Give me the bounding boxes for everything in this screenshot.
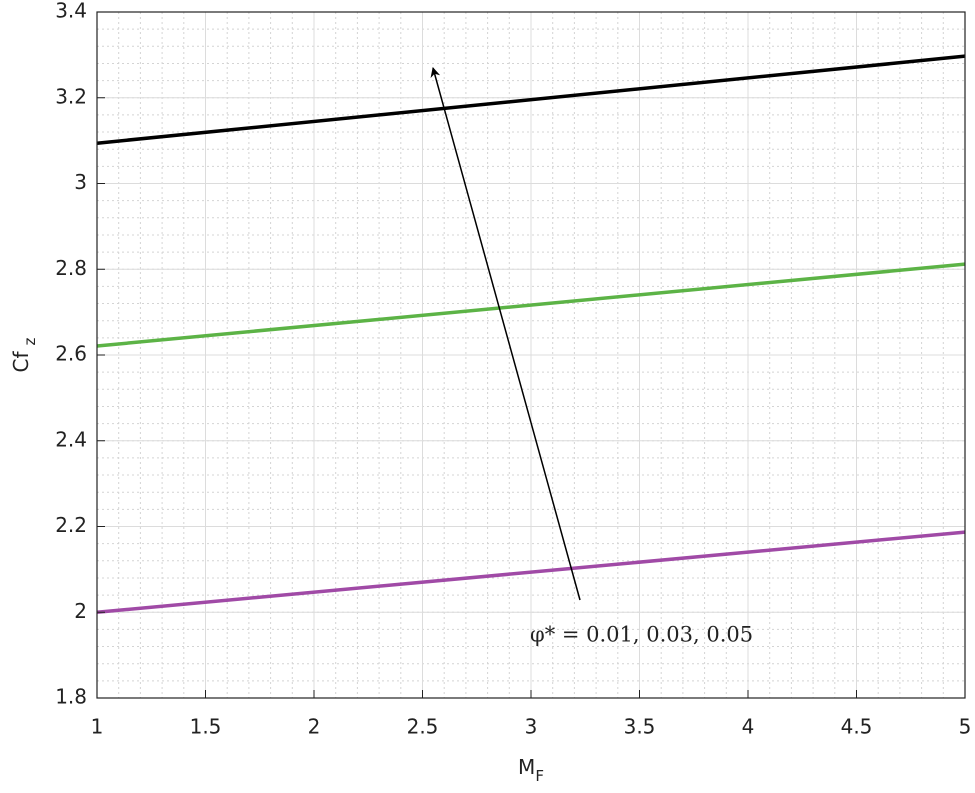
y-tick-label: 3 — [74, 170, 87, 194]
lines — [96, 54, 966, 614]
series-line — [96, 54, 966, 145]
x-tick-label: 3.5 — [624, 715, 656, 739]
annotation: φ* = 0.01, 0.03, 0.05 — [530, 623, 753, 647]
annotation-arrow — [430, 67, 581, 601]
series-line — [96, 530, 966, 614]
x-tick-label: 5 — [959, 715, 972, 739]
y-tick-label: 2.8 — [55, 256, 87, 280]
x-tick-label: 2 — [308, 715, 321, 739]
x-tick-label: 3 — [525, 715, 538, 739]
x-tick-label: 2.5 — [407, 715, 439, 739]
y-tick-label: 2.2 — [55, 513, 87, 537]
y-label-main: Cf — [9, 350, 33, 372]
x-axis-label: MF — [518, 755, 544, 785]
y-tick-label: 1.8 — [55, 685, 87, 709]
x-tick-label: 1.5 — [190, 715, 222, 739]
y-tick-label: 3.2 — [55, 84, 87, 108]
grid — [96, 11, 966, 699]
y-tick-label: 2.6 — [55, 342, 87, 366]
x-tick-label: 4.5 — [841, 715, 873, 739]
y-tick-label: 2.4 — [55, 427, 87, 451]
series-line — [96, 262, 966, 348]
x-tick-label: 4 — [742, 715, 755, 739]
x-label-sub: F — [535, 767, 544, 785]
y-axis-label: Cf z — [9, 337, 39, 372]
y-tick-label: 2 — [74, 599, 87, 623]
x-tick-label: 1 — [91, 715, 104, 739]
y-tick-label: 3.4 — [55, 0, 87, 23]
x-label-main: M — [518, 755, 535, 779]
y-label-sub: z — [21, 337, 39, 345]
